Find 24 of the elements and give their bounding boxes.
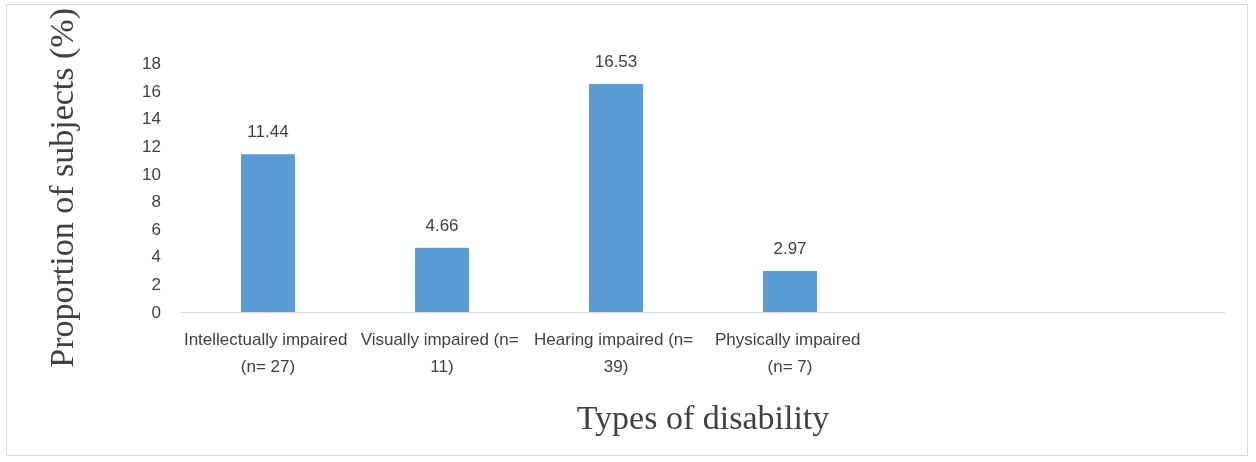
y-tick-label: 16 <box>142 81 161 101</box>
y-tick-label: 10 <box>142 164 161 184</box>
x-tick-label: Visually impaired (n= 11) <box>360 330 524 376</box>
x-tick-label: Physically impaired (n= 7) <box>714 330 866 376</box>
data-label: 2.97 <box>773 239 807 259</box>
y-tick-label: 18 <box>142 54 161 74</box>
bar <box>763 271 817 312</box>
y-axis-title: Proportion of subjects (%) <box>42 8 81 368</box>
y-tick-label: 12 <box>142 137 161 157</box>
x-tick-label: Intellectually impaired (n= 27) <box>183 330 353 376</box>
data-label: 11.44 <box>247 122 289 142</box>
y-tick-label: 2 <box>151 274 161 294</box>
y-tick-label: 14 <box>142 109 161 129</box>
y-tick-label: 6 <box>151 219 161 239</box>
data-label: 16.53 <box>594 52 638 72</box>
y-tick-label: 0 <box>151 302 161 322</box>
bar <box>589 84 643 312</box>
bar <box>415 247 469 312</box>
data-label: 4.66 <box>425 215 459 235</box>
y-tick-label: 8 <box>151 192 161 212</box>
y-tick-label: 4 <box>151 247 161 267</box>
x-axis-title: Types of disability <box>576 398 830 436</box>
x-tick-label: Hearing impaired (n= 39) <box>534 330 698 376</box>
bar <box>241 154 295 312</box>
